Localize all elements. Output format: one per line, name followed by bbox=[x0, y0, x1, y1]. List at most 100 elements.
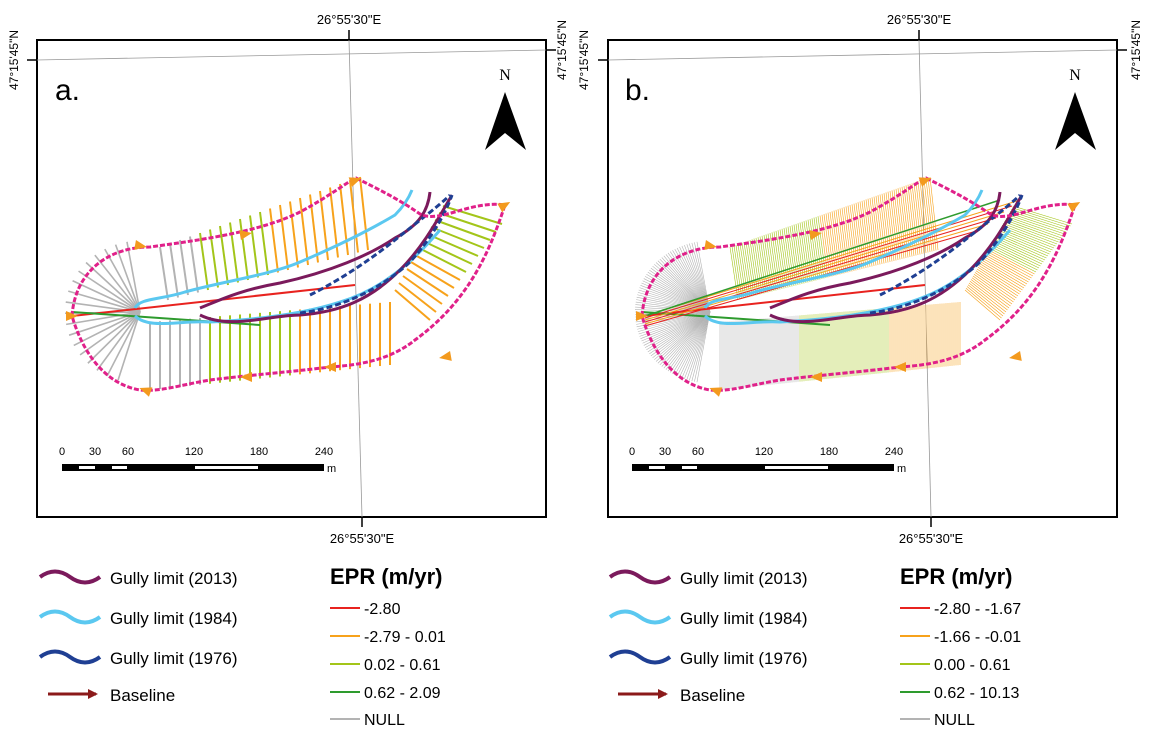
panel-b: 26°55'30"E 26°55'30"E 47°15'45"N 47°15'4… bbox=[577, 12, 1143, 546]
legend-swatch-2013 bbox=[608, 569, 672, 585]
transect-null bbox=[104, 248, 141, 313]
transect bbox=[269, 208, 279, 273]
transect-null bbox=[686, 311, 711, 380]
transect-null bbox=[676, 311, 711, 377]
transect bbox=[991, 242, 1041, 267]
transect-null bbox=[79, 311, 141, 356]
transect-null bbox=[654, 311, 711, 360]
transect bbox=[1001, 224, 1056, 247]
baseline-arrow bbox=[497, 202, 511, 213]
transect-null bbox=[644, 311, 711, 348]
transect-null bbox=[639, 287, 711, 313]
north-arrow-a: N bbox=[485, 67, 526, 150]
transect-null bbox=[657, 311, 711, 364]
transect bbox=[975, 270, 1017, 299]
transect bbox=[737, 244, 747, 299]
north-label-b: N bbox=[1069, 67, 1081, 84]
gully-limit-2013 bbox=[769, 194, 1024, 324]
transect-null bbox=[636, 311, 711, 328]
scale-tick-30: 30 bbox=[89, 446, 101, 458]
transect bbox=[833, 210, 843, 275]
legend-b: Gully limit (2013) Gully limit (1984) Gu… bbox=[608, 564, 1021, 729]
transect-null bbox=[126, 241, 141, 313]
lon-bottom-label-a: 26°55'30"E bbox=[330, 531, 395, 546]
transect bbox=[349, 180, 359, 253]
transect-null bbox=[85, 261, 141, 313]
transect bbox=[917, 181, 927, 254]
transect bbox=[907, 184, 917, 256]
legend-epr-b: EPR (m/yr) -2.80 - -1.67 -1.66 - -0.01 0… bbox=[900, 564, 1021, 729]
transect-null bbox=[642, 311, 711, 344]
legend-label-1984: Gully limit (1984) bbox=[110, 609, 238, 628]
transect bbox=[169, 243, 179, 298]
legend-lines-a: Gully limit (2013) Gully limit (1984) Gu… bbox=[38, 569, 238, 705]
transect bbox=[743, 242, 753, 297]
transect bbox=[1002, 223, 1058, 245]
transect bbox=[964, 289, 1001, 321]
transect bbox=[1011, 207, 1071, 227]
transect bbox=[1003, 221, 1059, 243]
baseline-arrow bbox=[1067, 202, 1081, 213]
legend-a: Gully limit (2013) Gully limit (1984) Gu… bbox=[38, 564, 446, 729]
transect-red bbox=[71, 284, 356, 317]
transect-null bbox=[670, 311, 711, 373]
transect bbox=[410, 261, 455, 289]
transect bbox=[729, 246, 739, 301]
transect bbox=[783, 228, 793, 287]
gully-limit-1984 bbox=[133, 189, 414, 309]
transect bbox=[795, 223, 805, 284]
lon-top-label-b: 26°55'30"E bbox=[887, 12, 952, 27]
transect bbox=[965, 288, 1002, 319]
transect bbox=[981, 259, 1026, 287]
gully-limit-1976 bbox=[869, 194, 1024, 315]
transect-null bbox=[635, 309, 711, 313]
epr-class-label: NULL bbox=[364, 712, 405, 729]
transect bbox=[817, 216, 827, 279]
gully-map-b bbox=[635, 176, 1081, 397]
transect bbox=[966, 286, 1004, 317]
baseline-arrow bbox=[134, 240, 147, 250]
gully-limit-1984 bbox=[703, 189, 984, 309]
transect bbox=[1009, 210, 1068, 231]
epr-class-label: -2.80 bbox=[364, 601, 401, 618]
transect bbox=[986, 251, 1034, 277]
transect bbox=[1010, 209, 1070, 229]
baseline-arrow bbox=[918, 177, 932, 187]
transect bbox=[219, 225, 229, 286]
transect bbox=[970, 279, 1010, 309]
transect bbox=[976, 268, 1019, 297]
transect bbox=[987, 249, 1035, 275]
transect bbox=[741, 242, 751, 298]
transect-null bbox=[694, 242, 711, 313]
transect bbox=[923, 179, 933, 252]
transect-null bbox=[652, 311, 711, 359]
transect bbox=[887, 191, 897, 261]
transect-null bbox=[694, 311, 711, 382]
legend-swatch-2013 bbox=[38, 569, 102, 585]
transect-null bbox=[689, 311, 711, 381]
parallel-a bbox=[36, 49, 547, 61]
transect bbox=[801, 221, 811, 283]
transect bbox=[813, 217, 823, 280]
legend-swatch-1976 bbox=[38, 649, 102, 665]
transect bbox=[199, 232, 209, 291]
epr-class-label: 0.62 - 10.13 bbox=[934, 685, 1020, 702]
transect bbox=[179, 239, 189, 296]
transect-null bbox=[672, 250, 711, 313]
transect-null bbox=[659, 311, 711, 366]
panel-label-b: b. bbox=[625, 74, 650, 107]
transect bbox=[911, 183, 921, 255]
legend-label-2013: Gully limit (2013) bbox=[680, 569, 808, 588]
scale-unit: m bbox=[897, 463, 906, 475]
scale-tick-60: 60 bbox=[122, 446, 134, 458]
transect-null bbox=[674, 248, 711, 313]
transect bbox=[990, 244, 1040, 269]
transect bbox=[989, 245, 1038, 271]
scale-tick-60: 60 bbox=[692, 446, 704, 458]
transect bbox=[747, 240, 757, 296]
transect-null bbox=[647, 311, 711, 353]
epr-title-a: EPR (m/yr) bbox=[330, 564, 442, 589]
transect-null bbox=[665, 311, 711, 370]
legend-label-baseline: Baseline bbox=[110, 686, 175, 705]
